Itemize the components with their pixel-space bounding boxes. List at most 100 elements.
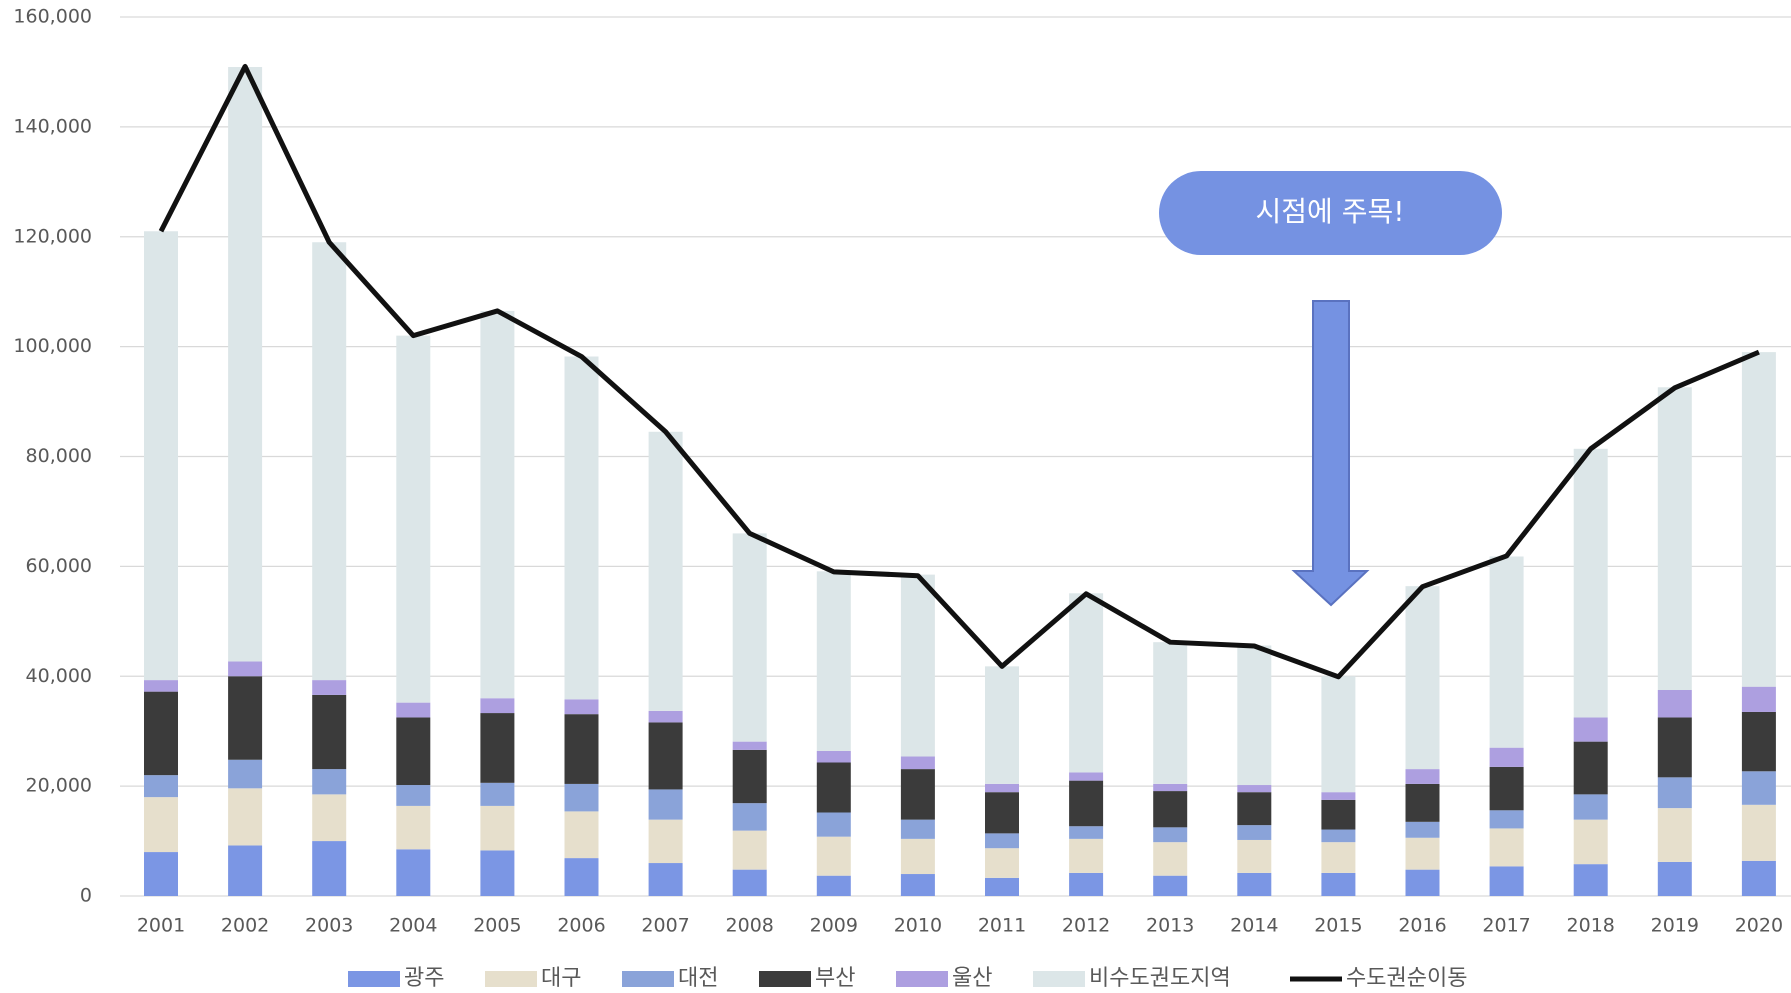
bar-segment [228, 759, 263, 789]
callout [1159, 171, 1502, 255]
bar-segment [1489, 828, 1524, 867]
bar-segment [1153, 842, 1188, 876]
bar-segment [1237, 839, 1272, 873]
x-tick-label: 2001 [137, 915, 185, 937]
legend-swatch [348, 971, 400, 987]
legend-label: 부산 [815, 966, 855, 991]
bar-segment [228, 66, 263, 662]
bar-segment [1321, 872, 1356, 896]
bar-segment [228, 676, 263, 760]
bar-segment [1237, 825, 1272, 840]
x-tick-label: 2003 [305, 915, 353, 937]
bar-segment [228, 661, 263, 677]
bar-segment [144, 691, 178, 776]
bar-segment [1573, 448, 1608, 718]
bar-segment [985, 848, 1019, 878]
bar-segment [1237, 872, 1272, 896]
bar-segment [564, 356, 599, 700]
bar-segment [312, 694, 347, 770]
bar-segment [1321, 676, 1356, 793]
bar-segment [1573, 717, 1608, 742]
bar-segment [732, 869, 767, 896]
bar-segment [1237, 645, 1272, 786]
legend-label: 울산 [952, 966, 992, 991]
bar-segment [1741, 771, 1776, 805]
bar-segment [1321, 792, 1356, 800]
bar-segment [648, 789, 683, 820]
bar-segment [1405, 769, 1440, 784]
bar-segment [900, 838, 935, 875]
bar-segment [1321, 842, 1356, 873]
bar-segment [900, 769, 935, 820]
x-tick-label: 2018 [1567, 915, 1615, 937]
x-tick-label: 2009 [810, 915, 858, 937]
legend-label: 비수도권도지역 [1089, 966, 1231, 991]
bar-segment [1741, 711, 1776, 772]
line [158, 63, 1760, 680]
bar-segment [228, 788, 263, 846]
bar-segment [144, 797, 178, 853]
bar-segment [480, 782, 515, 806]
x-tick-label: 2011 [978, 915, 1026, 937]
bar-segment [480, 310, 515, 699]
bar-segment [816, 836, 851, 876]
bar-segment [396, 849, 431, 896]
bar-segment [1573, 819, 1608, 865]
y-tick-label: 80,000 [26, 445, 92, 467]
x-tick-label: 2019 [1651, 915, 1699, 937]
bar-segment [732, 749, 767, 804]
legend-label: 광주 [404, 966, 444, 991]
bar-segment [144, 231, 178, 681]
bar-segment [1237, 785, 1272, 793]
bar-segment [1405, 869, 1440, 896]
bar-segment [1741, 686, 1776, 712]
bar-segment [312, 794, 347, 842]
bar-segment [648, 710, 683, 723]
bar-segment [1069, 872, 1104, 896]
legend-label: 수도권순이동 [1346, 966, 1467, 991]
y-tick-label: 120,000 [13, 225, 92, 247]
x-tick-label: 2013 [1146, 915, 1194, 937]
x-tick-label: 2002 [221, 915, 269, 937]
bar-segment [480, 698, 515, 714]
bar-segment [1741, 860, 1776, 896]
bar-segment [732, 803, 767, 831]
x-tick-label: 2005 [473, 915, 521, 937]
bar-segment [480, 850, 515, 896]
bar-segment [985, 792, 1019, 834]
bar-segment [1657, 777, 1692, 809]
bar-segment [985, 666, 1019, 784]
legend: 광주 대구 대전 부산 울산 비수도권도지역 수도권순이동 [348, 966, 1467, 991]
x-tick-label: 2007 [641, 915, 689, 937]
y-tick-label: 40,000 [26, 665, 92, 687]
legend-swatch [1033, 971, 1085, 987]
bar-segment [1069, 780, 1104, 827]
bar-segment [816, 812, 851, 837]
bar-segment [1657, 387, 1692, 690]
bar-segment [1489, 766, 1524, 811]
bar-segment [1153, 642, 1188, 784]
bar-segment [1069, 838, 1104, 873]
x-tick-label: 2012 [1062, 915, 1110, 937]
x-tick-label: 2015 [1314, 915, 1362, 937]
bar-segment [144, 680, 178, 692]
bar-segment [312, 841, 347, 896]
bar-segment [1069, 593, 1104, 773]
bar-segment [1657, 689, 1692, 718]
x-tick-label: 2017 [1482, 915, 1530, 937]
bar-segment [1489, 810, 1524, 829]
legend-swatch [485, 971, 537, 987]
y-tick-label: 0 [80, 885, 92, 907]
bar-segment [1405, 837, 1440, 870]
x-tick-label: 2008 [726, 915, 774, 937]
x-tick-label: 2006 [557, 915, 605, 937]
bar-segment [396, 702, 431, 718]
x-tick-label: 2010 [894, 915, 942, 937]
legend-swatch [759, 971, 811, 987]
bar-segment [1573, 864, 1608, 896]
bar-segment [1153, 875, 1188, 896]
bar-segment [1741, 352, 1776, 687]
bar-segment [816, 875, 851, 896]
bar-segment [816, 762, 851, 813]
